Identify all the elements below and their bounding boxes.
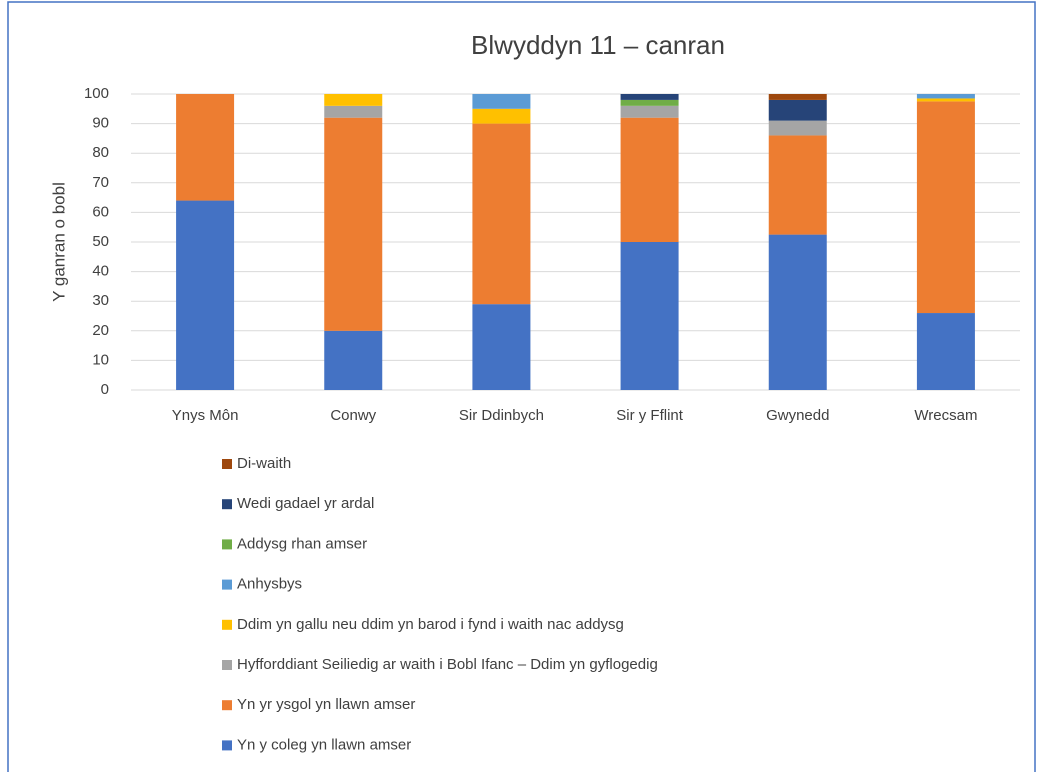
bar-segment	[472, 123, 531, 305]
bar-segment	[620, 99, 679, 106]
y-tick-label: 40	[92, 263, 109, 280]
y-tick-label: 90	[92, 115, 109, 132]
bar-segment	[768, 120, 827, 136]
bar-segment	[768, 234, 827, 390]
y-tick-label: 100	[84, 85, 109, 102]
bar-segment	[324, 94, 383, 106]
bar-segment	[472, 94, 531, 109]
x-tick-label: Sir y Fflint	[616, 407, 684, 424]
legend-swatch	[222, 539, 232, 550]
x-tick-label: Sir Ddinbych	[459, 407, 544, 424]
bar-segment	[620, 117, 679, 242]
legend-swatch	[222, 619, 232, 630]
bar-segment	[324, 117, 383, 331]
x-tick-label: Gwynedd	[766, 407, 829, 424]
legend-label: Yn y coleg yn llawn amser	[237, 736, 411, 753]
bar-segment	[768, 99, 827, 121]
bar-segment	[472, 108, 531, 124]
legend-label: Hyfforddiant Seiliedig ar waith i Bobl I…	[237, 656, 658, 673]
bar-segment	[916, 313, 975, 390]
legend-swatch	[222, 579, 232, 590]
legend-label: Addysg rhan amser	[237, 535, 367, 552]
legend-label: Yn yr ysgol yn llawn amser	[237, 696, 415, 713]
x-tick-label: Ynys Môn	[172, 407, 239, 424]
y-axis-label: Y ganran o bobl	[49, 182, 68, 302]
y-tick-label: 80	[92, 144, 109, 161]
x-tick-label: Wrecsam	[914, 407, 977, 424]
y-tick-label: 20	[92, 322, 109, 339]
bar-segment	[324, 105, 383, 118]
bar-segment	[620, 242, 679, 390]
y-tick-label: 70	[92, 174, 109, 191]
bar-segment	[768, 94, 827, 100]
bar-segment	[324, 330, 383, 390]
x-tick-label: Conwy	[330, 407, 376, 424]
bar-segment	[916, 101, 975, 314]
legend-swatch	[222, 660, 232, 670]
legend-swatch	[222, 499, 232, 510]
y-tick-label: 0	[101, 381, 109, 398]
bar-segment	[768, 135, 827, 235]
bar-segment	[472, 304, 531, 390]
legend-swatch	[222, 459, 232, 469]
chart-border	[7, 1, 1036, 772]
bar-segment	[620, 105, 679, 118]
bar-segment	[176, 200, 235, 390]
chart-title: Blwyddyn 11 – canran	[471, 30, 725, 60]
y-tick-label: 30	[92, 292, 109, 309]
y-tick-label: 50	[92, 233, 109, 250]
legend-label: Anhysbys	[237, 576, 302, 593]
legend-label: Wedi gadael yr ardal	[237, 495, 374, 512]
bar-segment	[620, 94, 679, 100]
bar-segment	[916, 94, 975, 99]
bar-segment	[176, 94, 235, 201]
y-tick-label: 60	[92, 203, 109, 220]
legend-swatch	[222, 700, 232, 711]
legend-label: Ddim yn gallu neu ddim yn barod i fynd i…	[237, 616, 624, 633]
bar-segment	[916, 98, 975, 102]
legend-swatch	[222, 740, 232, 751]
y-tick-label: 10	[92, 351, 109, 368]
legend-label: Di-waith	[237, 455, 291, 472]
